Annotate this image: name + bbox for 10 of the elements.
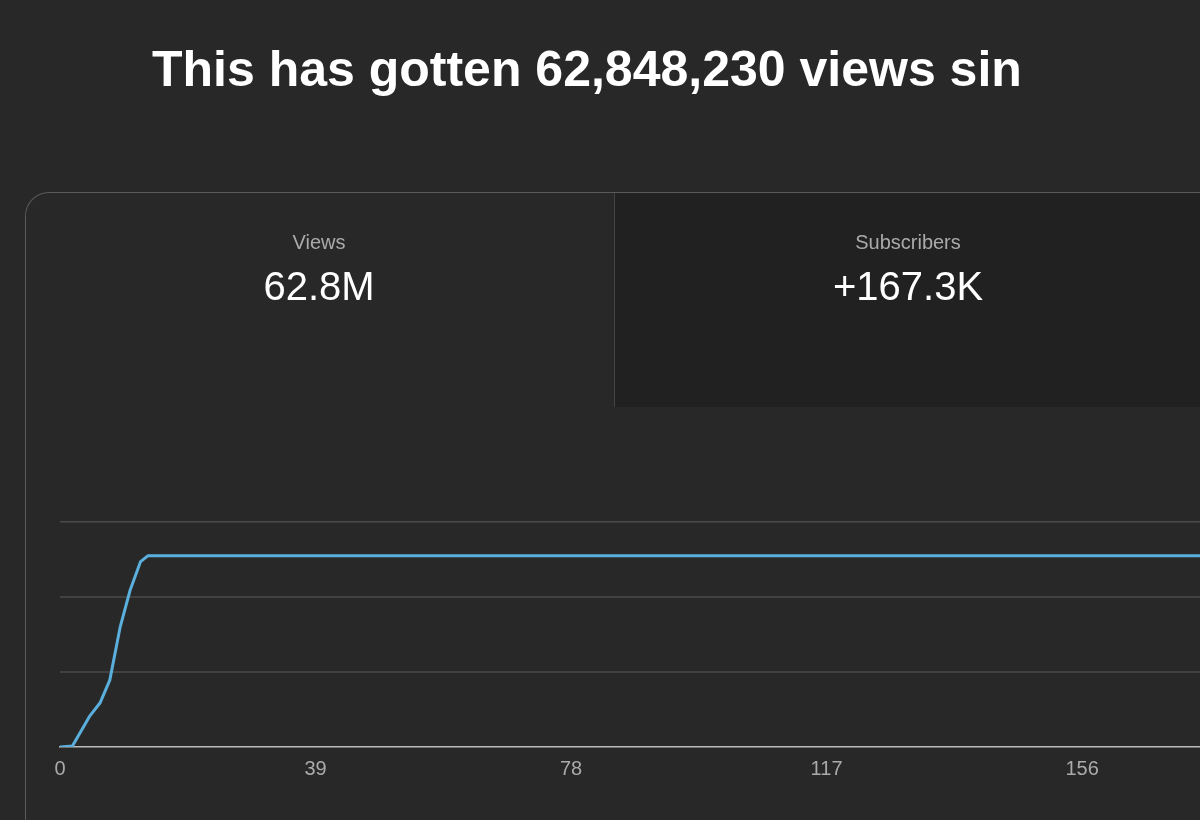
x-tick-label: 39 xyxy=(304,756,327,779)
text: +167.3K xyxy=(831,264,985,309)
text: Subscribers xyxy=(854,231,962,254)
text: Views xyxy=(291,231,347,254)
x-tick-label: 156 xyxy=(1065,756,1099,779)
chart-title: This has gotten 62,848,230 views sin xyxy=(152,40,1022,98)
x-tick-label: 117 xyxy=(810,756,843,779)
text: 62.8M xyxy=(262,264,376,309)
x-tick-label: 0 xyxy=(54,756,66,779)
x-tick-label: 78 xyxy=(559,756,583,779)
